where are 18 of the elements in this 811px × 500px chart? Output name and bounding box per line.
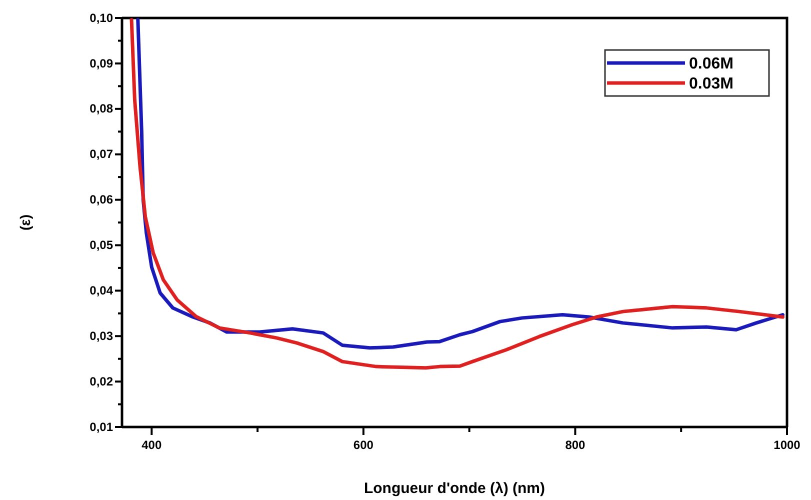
y-tick-label: 0,03	[90, 328, 114, 343]
legend-label: 0.06M	[689, 56, 734, 73]
x-tick-label: 400	[142, 438, 162, 452]
y-tick-label: 0,10	[90, 10, 114, 25]
y-axis-title: (ε)	[17, 214, 33, 230]
y-tick-label: 0,01	[90, 420, 114, 434]
y-tick-label: 0,07	[90, 147, 114, 162]
x-tick-label: 1000	[774, 438, 801, 452]
y-tick-label: 0,06	[90, 192, 114, 207]
x-tick-label: 600	[353, 438, 374, 452]
x-axis-title: Longueur d'onde (λ) (nm)	[364, 480, 546, 497]
legend-label: 0.03M	[689, 76, 734, 93]
y-tick-label: 0,08	[90, 102, 114, 116]
x-tick-label: 800	[565, 438, 586, 452]
y-tick-label: 0,02	[90, 374, 114, 388]
y-tick-label: 0,09	[90, 56, 114, 70]
y-tick-label: 0,05	[90, 238, 114, 252]
y-tick-label: 0,04	[90, 284, 114, 298]
